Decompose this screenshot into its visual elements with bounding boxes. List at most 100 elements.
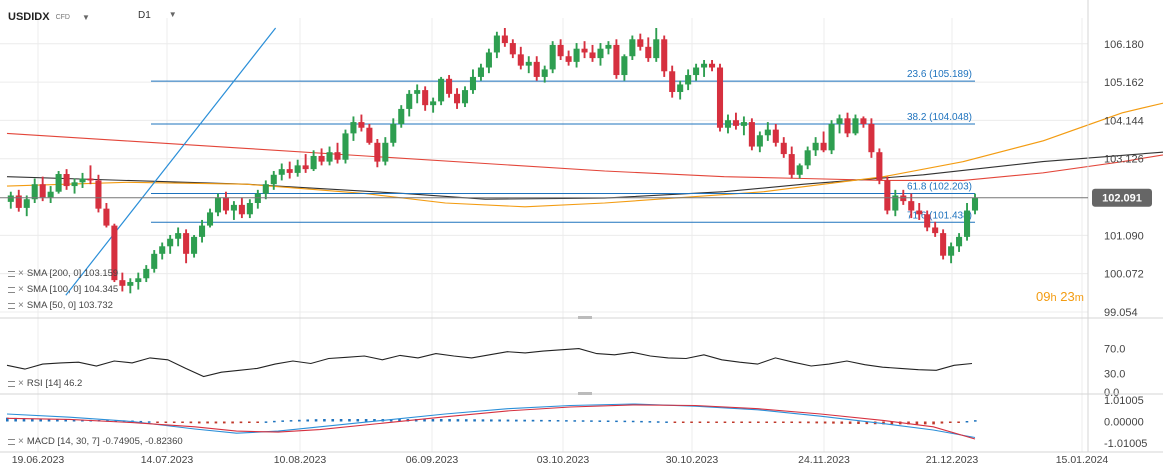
candle — [677, 80, 684, 100]
macd-histogram-bar — [706, 421, 710, 423]
candle-body — [310, 155, 317, 170]
macd-histogram-bar — [56, 419, 59, 422]
candle-body — [31, 184, 38, 200]
candle-body — [724, 120, 732, 128]
candle-body — [956, 236, 963, 247]
candle — [549, 41, 556, 74]
candle — [828, 120, 835, 155]
settings-icon[interactable] — [8, 302, 15, 309]
macd-histogram-bar — [323, 419, 326, 422]
macd-histogram-bar — [798, 421, 802, 424]
settings-icon[interactable] — [8, 286, 15, 293]
y-tick-label: 101.090 — [1104, 230, 1144, 242]
timeframe-label[interactable]: D1 — [138, 10, 151, 21]
candle — [135, 272, 142, 290]
candle — [270, 171, 277, 190]
candle — [971, 193, 979, 215]
candle-body — [398, 108, 405, 124]
macd-histogram-bar — [139, 420, 143, 423]
macd-signal-line — [6, 404, 976, 440]
candle-body — [55, 174, 62, 192]
macd-histogram-bar — [932, 421, 935, 425]
candle — [71, 178, 78, 194]
macd-histogram-bar — [356, 419, 360, 422]
candle — [438, 76, 445, 106]
candle-body — [573, 48, 580, 62]
candle — [469, 69, 477, 94]
candle-body — [286, 169, 293, 173]
macd-histogram-bar — [348, 419, 351, 422]
candle — [477, 63, 484, 81]
symbol-dropdown-icon[interactable]: ▼ — [81, 12, 90, 22]
symbol-label[interactable]: USDIDX — [8, 11, 50, 23]
candle — [852, 114, 859, 136]
panel-resize-handle — [578, 316, 592, 319]
legend-macd[interactable]: × MACD [14, 30, 7] -0.74905, -0.82360 — [8, 436, 183, 447]
rsi-tick-label: 0.0 — [1104, 387, 1119, 399]
settings-icon[interactable] — [8, 380, 15, 387]
candle-body — [581, 48, 588, 53]
candle — [685, 69, 692, 91]
macd-histogram-bar — [790, 421, 794, 423]
macd-tick-label: 1.01005 — [1104, 395, 1144, 407]
candle-body — [653, 39, 660, 59]
candle — [940, 229, 947, 260]
macd-histogram-bar — [314, 419, 318, 422]
candle-body — [565, 56, 572, 62]
fib-level-label: 61.8 (102.203) — [907, 181, 972, 192]
remove-icon[interactable]: × — [18, 284, 24, 295]
candle — [374, 139, 381, 168]
candle-body — [940, 233, 947, 256]
macd-histogram-bar — [431, 419, 435, 422]
candle — [254, 189, 261, 209]
legend-sma200[interactable]: × SMA [200, 0] 103.159 — [8, 268, 118, 279]
candle — [780, 137, 787, 158]
last-price-label: 102.091 — [1102, 193, 1142, 205]
settings-icon[interactable] — [8, 270, 15, 277]
remove-icon[interactable]: × — [18, 300, 24, 311]
macd-histogram-bar — [773, 421, 777, 423]
legend-rsi[interactable]: × RSI [14] 46.2 — [8, 378, 82, 389]
candle — [669, 65, 676, 98]
candle — [732, 112, 739, 130]
candle-body — [740, 122, 747, 126]
macd-histogram-bar — [189, 421, 193, 424]
candle — [756, 131, 763, 153]
candle — [621, 54, 628, 81]
candle-body — [693, 67, 700, 76]
macd-histogram-bar — [306, 419, 310, 422]
settings-icon[interactable] — [8, 438, 15, 445]
candle — [390, 118, 397, 147]
candle-body — [270, 174, 277, 185]
macd-histogram-bar — [164, 421, 168, 423]
timeframe-dropdown-icon[interactable]: ▼ — [168, 10, 177, 19]
candle-body — [326, 152, 333, 162]
candle — [517, 46, 524, 70]
legend-sma50[interactable]: × SMA [50, 0] 103.732 — [8, 300, 113, 311]
candle-body — [71, 182, 78, 187]
remove-icon[interactable]: × — [18, 378, 24, 389]
legend-sma100[interactable]: × SMA [100, 0] 104.345 — [8, 284, 118, 295]
timeframe-selector[interactable]: D1 ▼ — [138, 10, 177, 21]
candle — [637, 33, 644, 51]
candle-body — [119, 280, 126, 286]
candle-body — [557, 44, 564, 57]
y-tick-label: 105.162 — [1104, 77, 1144, 89]
candle — [222, 191, 229, 215]
candle-body — [963, 210, 971, 237]
candle — [764, 122, 771, 141]
candle — [501, 28, 508, 47]
remove-icon[interactable]: × — [18, 436, 24, 447]
candle-body — [23, 199, 30, 208]
candle — [278, 163, 285, 181]
x-tick-label: 30.10.2023 — [666, 454, 719, 466]
candle — [868, 118, 875, 158]
macd-histogram-bar — [890, 421, 894, 425]
candle — [740, 116, 747, 136]
remove-icon[interactable]: × — [18, 268, 24, 279]
y-tick-label: 99.054 — [1104, 307, 1138, 319]
macd-histogram-bar — [681, 421, 685, 423]
candle-body — [350, 122, 357, 134]
candle — [310, 150, 317, 172]
